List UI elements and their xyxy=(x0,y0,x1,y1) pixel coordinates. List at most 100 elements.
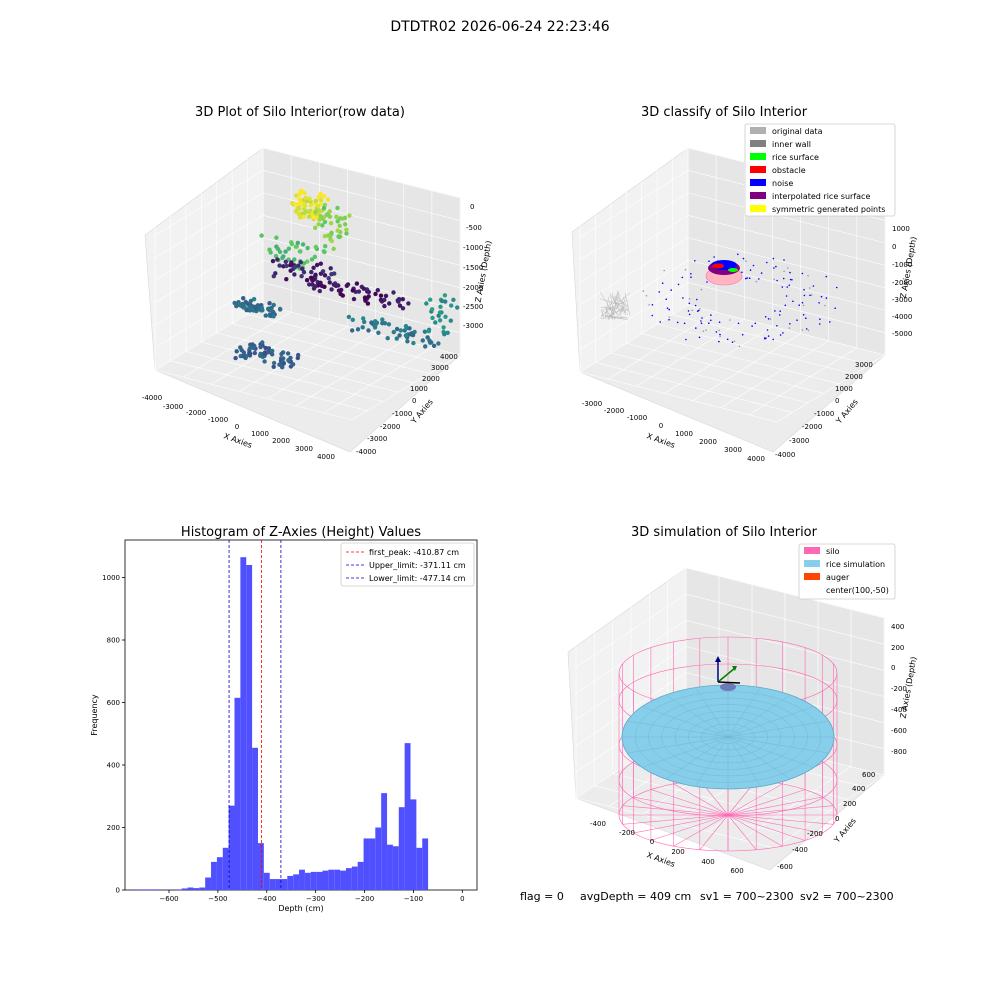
histogram-bar xyxy=(181,888,188,890)
raw-data-point xyxy=(366,328,371,333)
histogram-x-tick-label: −600 xyxy=(159,895,178,903)
rice-mesh-spoke xyxy=(642,736,729,768)
classify-obstacle xyxy=(712,263,724,269)
inner-wall-point xyxy=(618,315,622,319)
legend-swatch xyxy=(804,573,820,580)
silo-floor-spoke xyxy=(727,796,823,816)
raw-data-point xyxy=(290,200,295,206)
raw-y-tick: -4000 xyxy=(356,448,376,456)
classified-point xyxy=(782,332,784,334)
classified-point xyxy=(791,279,793,281)
raw-data-point xyxy=(289,260,294,265)
raw-data-point xyxy=(322,234,328,239)
classified-point xyxy=(718,340,720,343)
raw-data-point xyxy=(263,345,268,351)
raw-data-point xyxy=(366,289,371,295)
legend-label: rice surface xyxy=(772,153,819,162)
raw-data-point xyxy=(329,287,334,292)
inner-wall-point xyxy=(614,301,630,312)
figure-title: DTDTR02 2026-06-24 22:23:46 xyxy=(390,19,609,35)
depth-histogram: Histogram of Z-Axies (Height) Values −60… xyxy=(90,525,478,913)
raw-data-point xyxy=(366,294,371,299)
raw-data-point xyxy=(448,318,453,323)
histogram-bar xyxy=(410,799,417,891)
histogram-bar xyxy=(240,557,247,890)
wall-gridline xyxy=(579,192,689,261)
raw-data-point xyxy=(318,191,323,197)
classified-point xyxy=(782,277,785,280)
raw-data-point xyxy=(292,257,297,262)
classified-point xyxy=(767,335,770,337)
raw-x-tick: -2000 xyxy=(186,409,206,417)
classify-legend: original data inner wall rice surface obsta… xyxy=(744,123,896,217)
floor-gridline xyxy=(720,340,829,408)
sim-y-tick: 200 xyxy=(843,800,856,808)
raw-data-point xyxy=(303,195,308,201)
raw-data-point xyxy=(313,209,318,215)
inner-wall-point xyxy=(622,296,624,303)
histogram-bar xyxy=(246,565,253,890)
classify-z-tick: 0 xyxy=(892,243,896,251)
raw-data-point xyxy=(373,291,378,297)
histogram-x-tick-label: −500 xyxy=(208,895,227,903)
raw-data-point xyxy=(309,269,314,275)
raw-z-tick: -2000 xyxy=(463,284,483,292)
raw-data-point xyxy=(391,290,396,295)
legend-label: obstacle xyxy=(772,166,806,175)
silo-floor-spoke xyxy=(650,814,729,841)
floor-gridline xyxy=(170,360,368,412)
raw-data-point xyxy=(369,320,374,325)
classified-point xyxy=(829,321,831,323)
classified-point xyxy=(726,338,729,341)
histogram-bar xyxy=(257,843,264,891)
floor-gridline xyxy=(748,347,858,416)
raw-data-point xyxy=(321,194,327,199)
classified-point xyxy=(700,320,702,322)
classified-point xyxy=(701,317,703,319)
raw-data-point xyxy=(346,314,352,320)
raw-data-point xyxy=(241,354,246,359)
raw-data-point xyxy=(298,260,303,265)
histogram-x-tick-label: −100 xyxy=(404,895,423,903)
legend-swatch xyxy=(750,140,766,147)
raw-data-point xyxy=(313,272,318,277)
rice-mesh-spoke xyxy=(627,736,729,754)
raw-data-point xyxy=(292,264,298,269)
classified-point xyxy=(718,329,720,332)
histogram-bar xyxy=(381,793,388,891)
wall-gridline xyxy=(687,304,886,356)
raw-data-point xyxy=(323,244,328,249)
raw-data-point xyxy=(233,355,238,361)
inner-wall-point xyxy=(607,315,612,317)
classified-point xyxy=(708,260,710,263)
classified-point xyxy=(754,322,757,325)
raw-data-point xyxy=(320,269,326,274)
raw-data-point xyxy=(361,316,366,321)
raw-data-point xyxy=(437,310,443,315)
classify-plot-title: 3D classify of Silo Interior xyxy=(641,105,808,120)
raw-y-tick: 4000 xyxy=(440,353,458,361)
classified-point xyxy=(751,325,753,327)
classify-x-tick: -3000 xyxy=(582,400,602,408)
classified-point xyxy=(801,329,804,331)
sim-z-tick-labels: 400 200 0 -200 -400 -600 -800 xyxy=(891,623,907,756)
classified-point xyxy=(803,288,805,291)
raw-data-point xyxy=(311,265,316,270)
raw-data-point xyxy=(286,246,292,251)
classified-point xyxy=(776,279,778,282)
classify-legend-box xyxy=(744,123,896,217)
wall-gridline xyxy=(685,593,885,645)
raw-z-tick: -500 xyxy=(466,224,482,232)
classified-point xyxy=(670,289,672,291)
raw-data-point xyxy=(283,259,288,264)
classified-point xyxy=(688,313,691,316)
classified-point xyxy=(809,294,811,297)
raw-data-point xyxy=(328,221,334,226)
histogram-bar xyxy=(175,889,182,891)
classify-y-tick: -2000 xyxy=(802,423,822,431)
inner-wall-point xyxy=(617,299,621,308)
classified-point xyxy=(834,307,836,310)
wall-gridline xyxy=(687,214,886,266)
histogram-bar xyxy=(340,870,346,891)
classified-point xyxy=(688,302,691,305)
